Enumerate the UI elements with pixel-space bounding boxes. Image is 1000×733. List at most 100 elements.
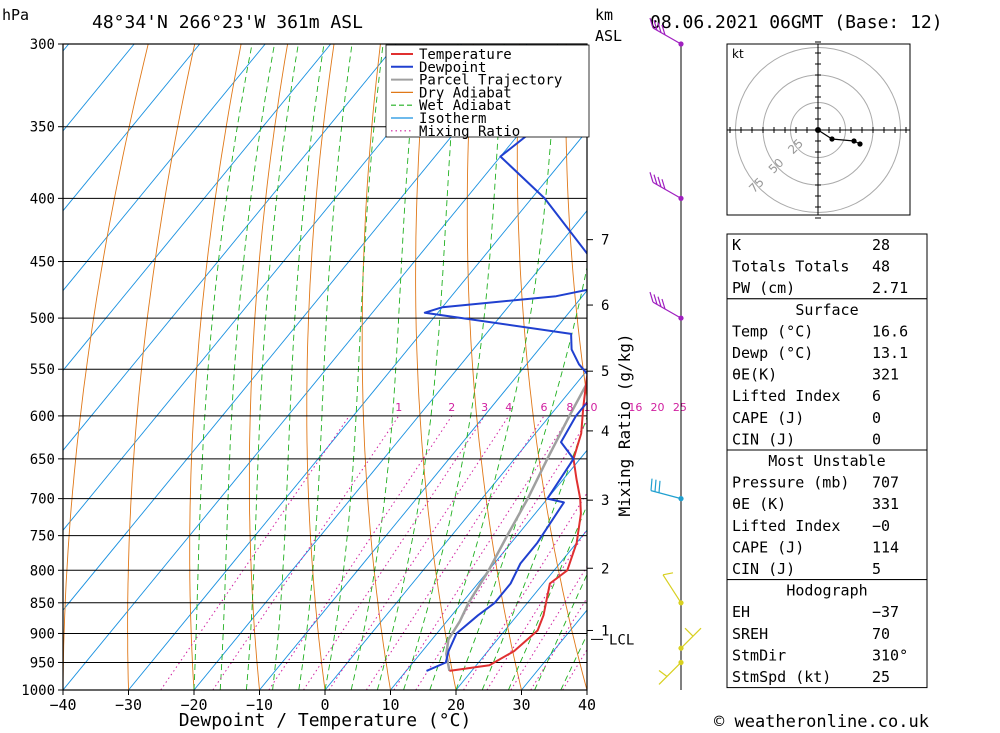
- wet-adiabat-line: [193, 44, 253, 690]
- table-row-value: 13.1: [872, 344, 908, 362]
- wind-barb-shaft: [658, 662, 682, 685]
- table-row-label: K: [732, 236, 741, 254]
- mixing-ratio-line: [328, 415, 510, 690]
- mixing-ratio-tick-label: 25: [673, 401, 687, 414]
- mixing-ratio-line: [160, 415, 350, 690]
- pressure-unit-label: hPa: [2, 6, 29, 24]
- table-section-title: Surface: [795, 301, 858, 319]
- isotherm-line: [63, 44, 266, 292]
- table-section-box: [726, 233, 928, 300]
- hodograph-point: [851, 138, 857, 144]
- height-tick-label: 3: [601, 493, 609, 509]
- height-tick-label: 5: [601, 364, 609, 380]
- table-row-label: StmSpd (kt): [732, 668, 831, 686]
- table-row-label: SREH: [732, 625, 768, 643]
- table-section-title: Hodograph: [786, 582, 867, 600]
- wind-barb-dot: [678, 600, 684, 606]
- hodograph-origin: [815, 127, 821, 133]
- mixing-ratio-tick-label: 2: [448, 401, 455, 414]
- table-row-label: Lifted Index: [732, 387, 840, 405]
- table-row-value: 114: [872, 538, 899, 556]
- table-row-label: Temp (°C): [732, 322, 813, 340]
- wet-adiabat-line: [245, 44, 299, 690]
- legend-label: Dewpoint: [419, 60, 486, 76]
- temperature-tick-label: 10: [381, 696, 399, 714]
- table-row-label: StmDir: [732, 646, 786, 664]
- table-row-label: CIN (J): [732, 430, 795, 448]
- table-row-label: Lifted Index: [732, 517, 840, 535]
- wind-barb-shaft: [652, 27, 682, 45]
- table-row-label: Totals Totals: [732, 258, 849, 276]
- table-row-label: Pressure (mb): [732, 474, 849, 492]
- wind-barb-feather: [653, 294, 658, 305]
- mixing-ratio-line: [510, 565, 587, 690]
- mixing-ratio-labels: 1 2 3 4 6 8 10 16 20 25: [395, 401, 687, 414]
- legend-label: Parcel Trajectory: [419, 73, 562, 89]
- datetime-title: 08.06.2021 06GMT (Base: 12): [650, 12, 943, 33]
- table-row-value: 48: [872, 258, 890, 276]
- table-row-label: EH: [732, 603, 750, 621]
- temperature-tick-label: 40: [578, 696, 596, 714]
- wind-barb-shaft: [652, 301, 682, 319]
- height-tick-label: 6: [601, 298, 609, 314]
- wind-barbs: [649, 17, 702, 685]
- pressure-tick-label: 650: [30, 452, 55, 468]
- pressure-axis: 300 350 400 450 500 550 600 650 700 750 800 850 900 9…: [21, 37, 63, 699]
- temperature-axis: −40 −30 −20 −10 0 10 20 30 40: [49, 690, 596, 714]
- wet-adiabat-line: [429, 44, 559, 690]
- dry-adiabat-line: [63, 44, 149, 690]
- wind-barb-feather: [653, 20, 658, 31]
- wet-adiabat-line: [507, 504, 587, 690]
- legend-box: [385, 44, 590, 138]
- location-title: 48°34'N 266°23'W 361m ASL: [92, 12, 363, 33]
- height-axis: 1 2 3 4 5 6 7 LCL: [587, 233, 634, 648]
- table-row-value: 331: [872, 495, 899, 513]
- table-row-label: CAPE (J): [732, 409, 804, 427]
- mixing-ratio-line: [303, 415, 486, 690]
- isotherm-line: [63, 44, 332, 372]
- pressure-tick-label: 300: [30, 37, 55, 53]
- credit-text: © weatheronline.co.uk: [714, 712, 929, 732]
- mixing-ratio-tick-label: 1: [395, 401, 402, 414]
- table-section-box: [726, 579, 928, 689]
- mixing-ratio-tick-label: 3: [481, 401, 488, 414]
- mixing-ratio-tick-label: 6: [541, 401, 548, 414]
- legend-label: Dry Adiabat: [419, 85, 512, 101]
- table-row-value: 28: [872, 236, 890, 254]
- wet-adiabat-line: [376, 44, 459, 690]
- wind-barb-feather: [657, 176, 662, 188]
- isotherm-line: [259, 289, 587, 690]
- wind-barb-shaft: [652, 181, 682, 199]
- temperature-line: [449, 370, 587, 672]
- wind-barb-feather: [657, 296, 662, 307]
- mixing-ratio-axis-label: Mixing Ratio (g/kg): [615, 333, 634, 516]
- hodograph-point: [829, 136, 835, 142]
- table-row-label: PW (cm): [732, 279, 795, 297]
- profile-lines: [423, 86, 587, 672]
- temperature-tick-label: −10: [246, 696, 273, 714]
- wet-adiabat-line: [403, 44, 505, 690]
- table-row-label: CAPE (J): [732, 538, 804, 556]
- isotherm-line: [193, 210, 587, 690]
- table-row-value: 310°: [872, 646, 908, 664]
- temperature-tick-label: −30: [115, 696, 142, 714]
- wind-barb-feather: [650, 478, 653, 491]
- wind-barb-feather: [658, 669, 668, 677]
- isotherm-line: [63, 50, 587, 690]
- temperature-tick-label: 30: [512, 696, 530, 714]
- mixing-ratio-line: [365, 415, 545, 690]
- wind-barb-shaft: [680, 627, 702, 649]
- pressure-tick-label: 750: [30, 529, 55, 545]
- height-tick-label: 4: [601, 424, 609, 440]
- temperature-tick-label: −40: [49, 696, 76, 714]
- table-section-box: [726, 298, 928, 451]
- table-row-value: 2.71: [872, 279, 908, 297]
- table-row-value: 6: [872, 387, 881, 405]
- wind-barb-feather: [649, 17, 654, 29]
- table-row-value: 707: [872, 474, 899, 492]
- wind-barb-dot: [678, 645, 684, 651]
- temperature-tick-label: −20: [180, 696, 207, 714]
- wind-barb-dot: [678, 41, 684, 47]
